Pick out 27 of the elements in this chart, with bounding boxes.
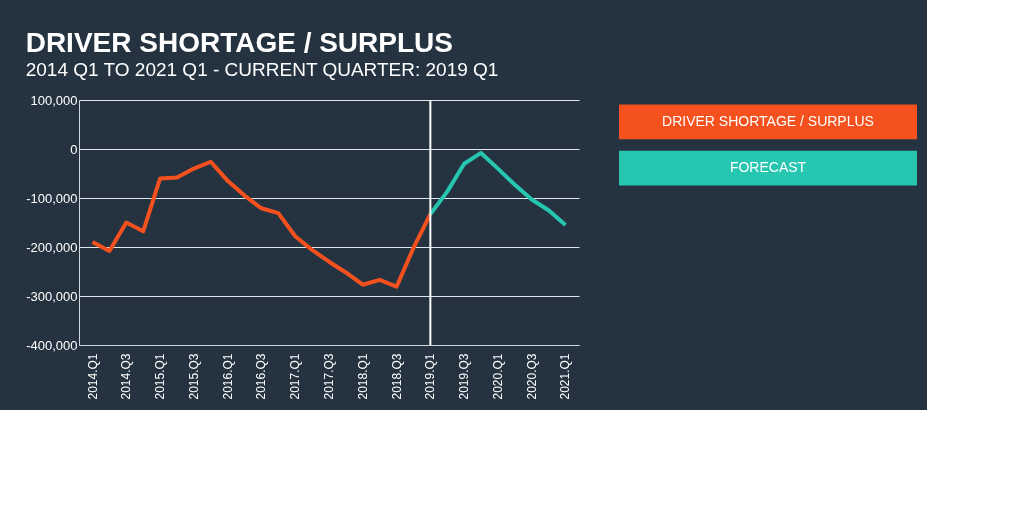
y-tick-label: -200,000 — [26, 239, 78, 255]
x-tick-label: 2018.Q1 — [355, 353, 370, 400]
x-tick-label: 2019.Q3 — [457, 353, 472, 400]
x-tick-label: 2017.Q1 — [288, 353, 303, 400]
x-tick-label: 2016.Q1 — [220, 353, 235, 400]
y-tick-label: 100,000 — [30, 92, 78, 108]
text: DRIVER SHORTAGE / SURPLUS — [25, 27, 453, 58]
x-tick-label: 2015.Q1 — [153, 353, 168, 400]
x-tick-label: 2014.Q1 — [85, 353, 100, 400]
y-tick-label: -100,000 — [26, 190, 78, 206]
x-tick-label: 2018.Q3 — [389, 353, 404, 400]
x-tick-label: 2019.Q1 — [423, 353, 438, 400]
x-tick-label: 2020.Q3 — [524, 353, 539, 400]
y-tick-label: 0 — [70, 141, 78, 157]
text: FORECAST — [729, 159, 807, 176]
text: DRIVER SHORTAGE / SURPLUS — [662, 112, 874, 129]
chart-subtitle: 2014 Q1 TO 2021 Q1 - CURRENT QUARTER: 2019 Q1 — [25, 59, 499, 80]
x-tick-label: 2020.Q1 — [490, 353, 505, 400]
line-series — [428, 150, 568, 227]
x-tick-label: 2016.Q3 — [254, 353, 269, 400]
x-tick-label: 2021.Q1 — [558, 353, 573, 400]
line-series — [90, 159, 433, 289]
x-tick-label: 2015.Q3 — [186, 353, 201, 400]
y-tick-label: -300,000 — [26, 288, 78, 304]
y-tick-label: -400,000 — [26, 337, 78, 353]
x-tick-label: 2017.Q3 — [322, 353, 336, 400]
x-tick-label: 2014.Q3 — [119, 353, 134, 400]
